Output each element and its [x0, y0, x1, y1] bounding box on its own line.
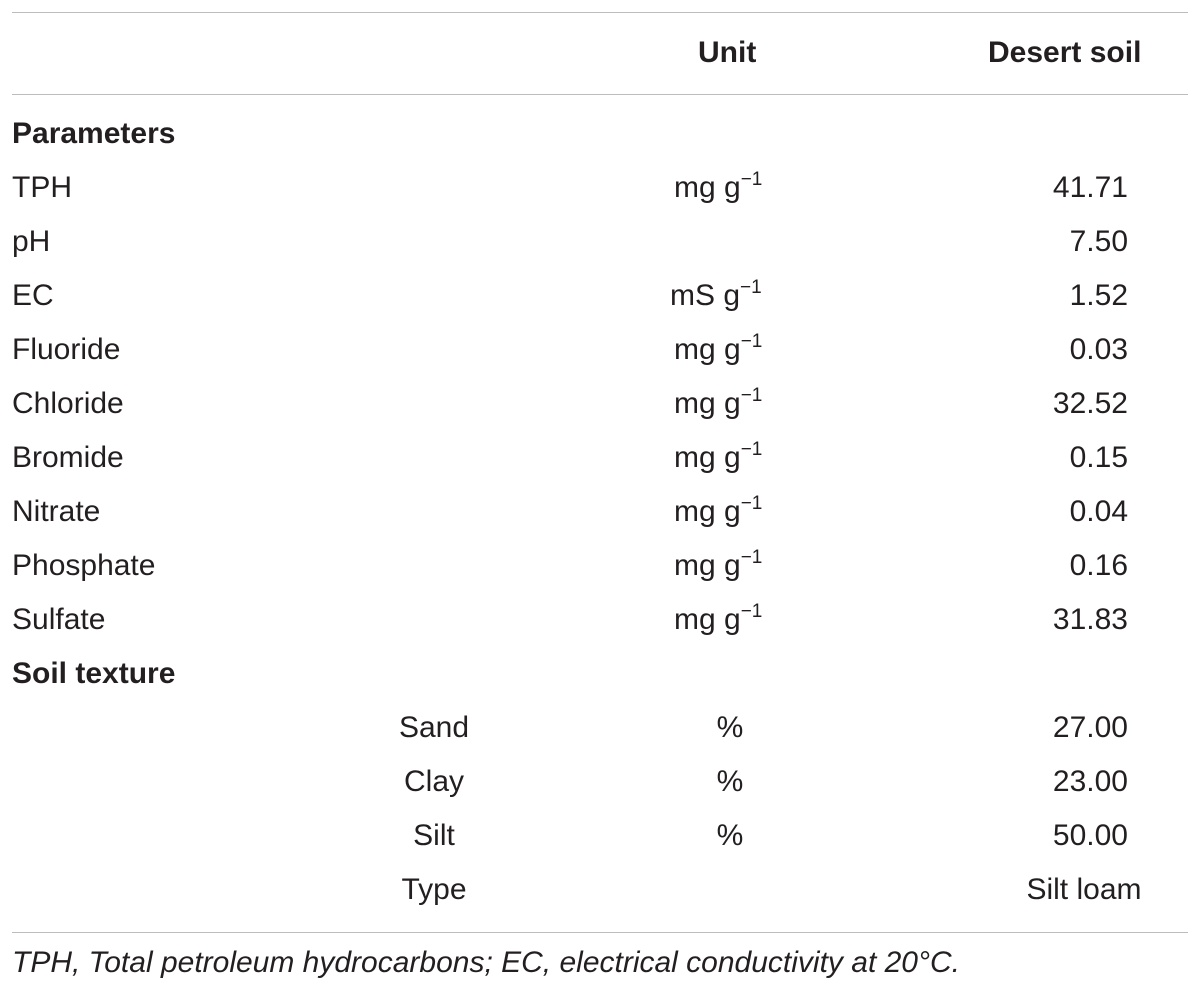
bottom-rule — [12, 932, 1188, 933]
table-footnote: TPH, Total petroleum hydrocarbons; EC, e… — [12, 946, 960, 979]
row-unit: % — [716, 819, 744, 852]
row-value: 1.52 — [1069, 279, 1128, 312]
row-value: 7.50 — [1069, 225, 1128, 258]
row-name: Fluoride — [12, 333, 121, 366]
header-rule — [12, 94, 1188, 95]
row-value: 0.04 — [1069, 495, 1128, 528]
section-title-parameters: Parameters — [12, 117, 176, 150]
row-unit: mg g−1 — [674, 169, 763, 204]
row-unit: mg g−1 — [674, 439, 763, 474]
column-header-unit: Unit — [698, 36, 757, 69]
row-value: 0.15 — [1069, 441, 1128, 474]
row-name: Chloride — [12, 387, 124, 420]
row-name: TPH — [12, 171, 72, 204]
row-value: 41.71 — [1052, 171, 1128, 204]
row-value: 27.00 — [1052, 711, 1128, 744]
row-name: Type — [401, 873, 467, 906]
row-value: 23.00 — [1052, 765, 1128, 798]
row-value: 31.83 — [1052, 603, 1128, 636]
section-title-soil-texture: Soil texture — [12, 657, 176, 690]
row-value: 0.03 — [1069, 333, 1128, 366]
row-name: Bromide — [12, 441, 124, 474]
row-value: 32.52 — [1052, 387, 1128, 420]
row-unit: mg g−1 — [674, 385, 763, 420]
row-unit: % — [716, 765, 744, 798]
row-unit: mg g−1 — [674, 601, 763, 636]
row-name: Phosphate — [12, 549, 156, 582]
row-value: 50.00 — [1052, 819, 1128, 852]
row-unit: mg g−1 — [674, 493, 763, 528]
row-name: pH — [12, 225, 51, 258]
row-name: Clay — [403, 765, 464, 798]
row-unit: % — [716, 711, 744, 744]
row-name: EC — [12, 279, 54, 312]
row-name: Silt — [413, 819, 455, 852]
column-header-desert-soil: Desert soil — [988, 36, 1142, 69]
row-value: Silt loam — [1026, 873, 1142, 906]
row-unit: mS g−1 — [670, 277, 762, 312]
row-name: Nitrate — [12, 495, 101, 528]
row-unit: mg g−1 — [674, 331, 763, 366]
row-value: 0.16 — [1069, 549, 1128, 582]
row-name: Sulfate — [12, 603, 106, 636]
row-unit: mg g−1 — [674, 547, 763, 582]
top-rule — [12, 12, 1188, 13]
row-name: Sand — [398, 711, 470, 744]
